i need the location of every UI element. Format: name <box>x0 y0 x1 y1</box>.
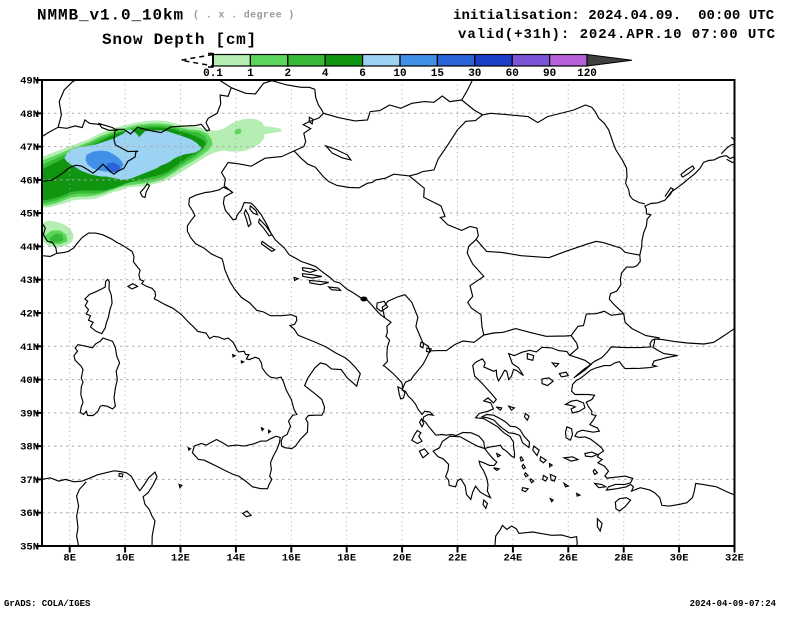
svg-text:2024-04-09-07:24: 2024-04-09-07:24 <box>690 599 777 609</box>
svg-text:10: 10 <box>393 68 406 80</box>
svg-text:NMMB_v1.0_10km: NMMB_v1.0_10km <box>37 7 184 25</box>
svg-text:6: 6 <box>359 68 366 80</box>
svg-text:0.1: 0.1 <box>203 68 223 80</box>
svg-text:GrADS: COLA/IGES: GrADS: COLA/IGES <box>4 599 91 609</box>
svg-text:15: 15 <box>431 68 445 80</box>
svg-text:32E: 32E <box>725 553 744 565</box>
svg-text:36N: 36N <box>20 508 39 520</box>
svg-text:46N: 46N <box>20 175 39 187</box>
svg-text:90: 90 <box>543 68 556 80</box>
svg-text:49N: 49N <box>20 76 39 88</box>
svg-text:16E: 16E <box>282 553 301 565</box>
svg-text:48N: 48N <box>20 109 39 121</box>
svg-text:47N: 47N <box>20 142 39 154</box>
svg-text:42N: 42N <box>20 309 39 321</box>
svg-text:60: 60 <box>506 68 519 80</box>
svg-text:valid(+31h): 2024.APR.10 07:00: valid(+31h): 2024.APR.10 07:00 UTC <box>458 27 776 43</box>
svg-text:30: 30 <box>468 68 481 80</box>
svg-text:35N: 35N <box>20 542 39 554</box>
svg-text:43N: 43N <box>20 275 39 287</box>
svg-text:20E: 20E <box>393 553 412 565</box>
svg-text:18E: 18E <box>337 553 356 565</box>
svg-text:39N: 39N <box>20 408 39 420</box>
svg-text:120: 120 <box>577 68 597 80</box>
svg-text:8E: 8E <box>63 553 76 565</box>
svg-text:initialisation: 2024.04.09. 0: initialisation: 2024.04.09. 00:00 UTC <box>453 8 775 24</box>
svg-text:41N: 41N <box>20 342 39 354</box>
svg-text:2: 2 <box>284 68 291 80</box>
svg-text:38N: 38N <box>20 442 39 454</box>
svg-text:22E: 22E <box>448 553 467 565</box>
svg-text:4: 4 <box>322 68 329 80</box>
svg-text:10E: 10E <box>116 553 135 565</box>
svg-text:14E: 14E <box>226 553 245 565</box>
svg-text:26E: 26E <box>559 553 578 565</box>
svg-text:Snow Depth [cm]: Snow Depth [cm] <box>102 31 257 49</box>
svg-text:30E: 30E <box>670 553 689 565</box>
svg-text:12E: 12E <box>171 553 190 565</box>
svg-text:1: 1 <box>247 68 254 80</box>
svg-text:37N: 37N <box>20 475 39 487</box>
svg-text:40N: 40N <box>20 375 39 387</box>
svg-text:45N: 45N <box>20 209 39 221</box>
svg-text:28E: 28E <box>614 553 633 565</box>
svg-text:24E: 24E <box>503 553 522 565</box>
svg-text:44N: 44N <box>20 242 39 254</box>
svg-text:( . x . degree ): ( . x . degree ) <box>193 10 295 22</box>
